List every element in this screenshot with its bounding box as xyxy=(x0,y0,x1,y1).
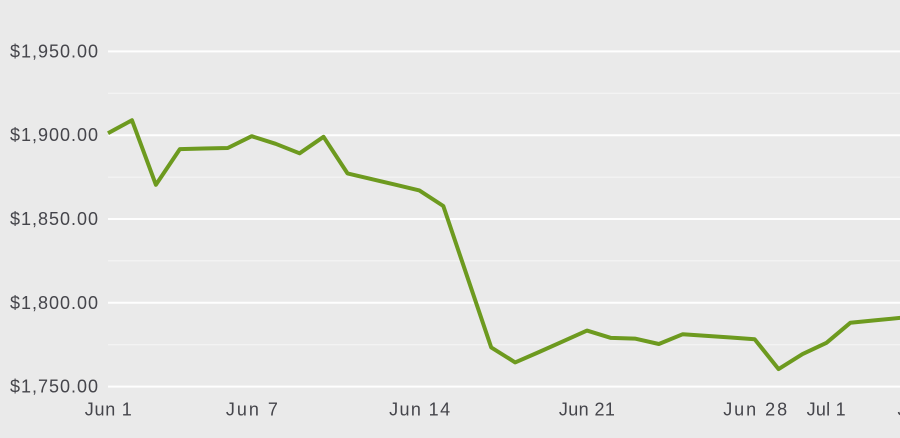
svg-text:Jun 14: Jun 14 xyxy=(389,400,450,420)
svg-text:$1,950.00: $1,950.00 xyxy=(10,41,98,61)
svg-text:Jul 1: Jul 1 xyxy=(807,400,846,420)
svg-text:$1,900.00: $1,900.00 xyxy=(10,125,98,145)
svg-text:Jun 21: Jun 21 xyxy=(559,400,615,420)
svg-text:$1,850.00: $1,850.00 xyxy=(10,209,98,229)
svg-text:Jun 28: Jun 28 xyxy=(723,400,787,420)
svg-text:$1,750.00: $1,750.00 xyxy=(10,377,98,397)
svg-text:Jun 7: Jun 7 xyxy=(226,400,278,420)
svg-text:Jul 5: Jul 5 xyxy=(898,400,900,420)
svg-text:$1,800.00: $1,800.00 xyxy=(10,293,98,313)
svg-text:Jun 1: Jun 1 xyxy=(85,400,132,420)
